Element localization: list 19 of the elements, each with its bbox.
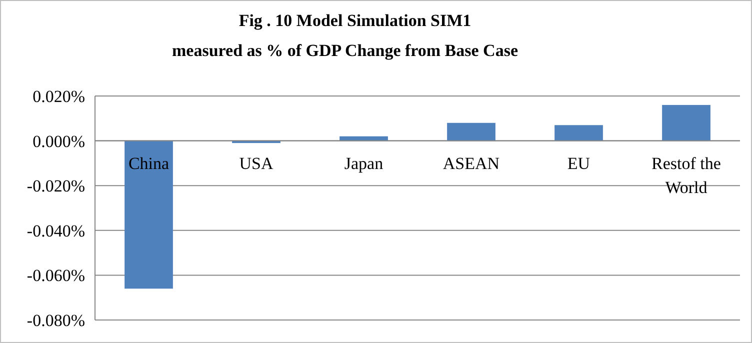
chart-title: Fig . 10 Model Simulation SIM1 <box>238 11 472 30</box>
chart-subtitle: measured as % of GDP Change from Base Case <box>172 41 518 60</box>
y-tick-label: -0.020% <box>26 176 85 196</box>
x-tick-label: Japan <box>344 154 384 173</box>
y-tick-label: 0.020% <box>32 86 85 106</box>
bar <box>124 140 173 289</box>
x-tick-label: EU <box>567 154 590 173</box>
bar <box>662 104 710 141</box>
bar <box>447 122 496 141</box>
x-tick-label: USA <box>239 154 274 173</box>
y-tick-label: -0.080% <box>26 310 85 330</box>
y-tick-label: -0.060% <box>26 266 85 286</box>
x-tick-label: ASEAN <box>442 154 500 173</box>
bar <box>554 125 603 141</box>
y-tick-label: -0.040% <box>26 221 85 240</box>
bar <box>340 136 388 141</box>
x-tick-label: Restof the World <box>652 154 721 197</box>
y-tick-label: 0.000% <box>32 132 85 151</box>
x-tick-label: China <box>128 154 170 173</box>
